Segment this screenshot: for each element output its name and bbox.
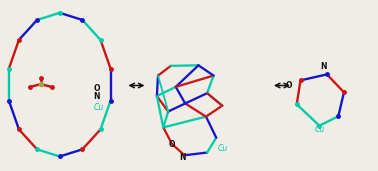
Text: O: O (285, 81, 292, 90)
Text: N: N (320, 62, 327, 71)
Text: N: N (179, 153, 186, 162)
Text: Cu: Cu (94, 103, 104, 112)
Text: O: O (169, 140, 175, 149)
Text: Cu: Cu (314, 126, 325, 134)
Text: O: O (94, 84, 100, 93)
Text: Cu: Cu (217, 144, 228, 153)
Text: N: N (94, 92, 100, 101)
